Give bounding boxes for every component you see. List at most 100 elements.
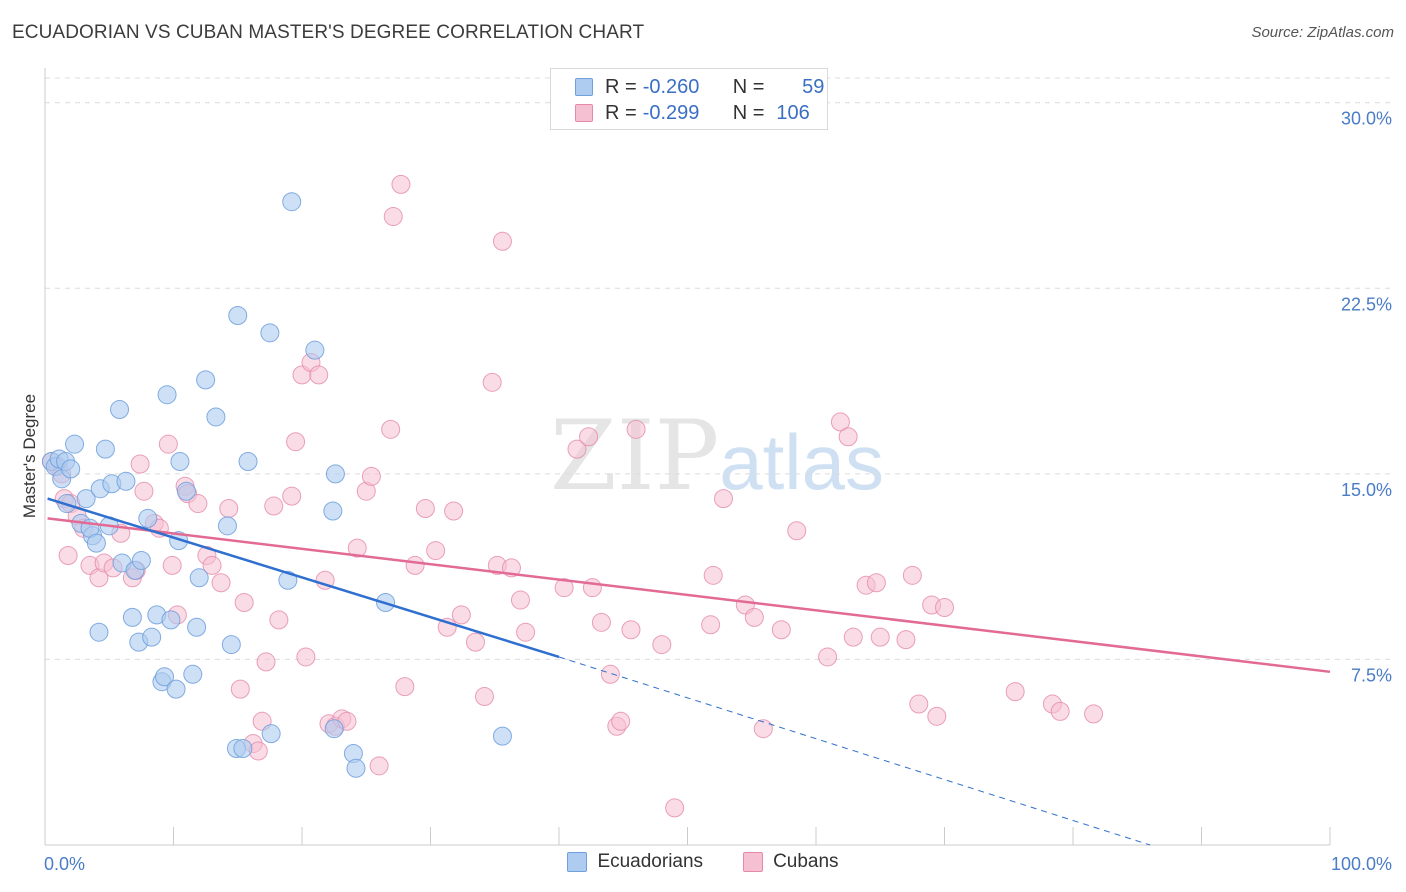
cuban-point bbox=[395, 677, 415, 697]
cuban-point bbox=[361, 466, 381, 486]
cuban-point bbox=[621, 620, 641, 640]
cuban-point bbox=[579, 427, 599, 447]
cuban-point bbox=[713, 489, 733, 509]
ecuadorian-point bbox=[323, 501, 343, 521]
legend-n-value: 106 bbox=[776, 101, 810, 124]
cuban-point bbox=[134, 481, 154, 501]
legend-n-label: N = bbox=[732, 75, 765, 98]
cuban-point bbox=[451, 605, 471, 625]
cuban-point bbox=[567, 439, 587, 459]
cuban-point bbox=[600, 664, 620, 684]
cuban-point bbox=[935, 597, 954, 617]
cuban-point bbox=[1050, 701, 1070, 721]
cuban-point bbox=[870, 627, 890, 647]
cuban-point bbox=[474, 687, 494, 707]
cuban-point bbox=[282, 486, 302, 506]
x-tick-label: 0.0% bbox=[44, 854, 85, 874]
ecuadorian-point bbox=[116, 471, 136, 491]
ecuadorian-point bbox=[166, 679, 186, 699]
cuban-point bbox=[516, 622, 536, 642]
legend-n-value: 59 bbox=[802, 75, 825, 98]
cuban-point bbox=[703, 565, 723, 585]
cuban-swatch bbox=[575, 104, 593, 122]
ecuadorian-point bbox=[325, 464, 345, 484]
cuban-point bbox=[219, 499, 239, 519]
y-tick-label: 15.0% bbox=[1341, 480, 1392, 500]
legend-n-label: N = bbox=[732, 101, 765, 124]
cuban-point bbox=[130, 454, 150, 474]
ecuadorian-point bbox=[61, 459, 81, 479]
ecuadorian-point bbox=[76, 489, 96, 509]
cuban-point bbox=[744, 607, 764, 627]
cuban-point bbox=[309, 365, 329, 385]
cuban-point bbox=[230, 679, 250, 699]
cuban-point bbox=[818, 647, 838, 667]
cuban-point bbox=[381, 419, 401, 439]
cuban-point bbox=[264, 496, 284, 516]
cuban-point bbox=[391, 174, 411, 194]
stats-legend: R = -0.260 N = 59 R = -0.299 N = 106 bbox=[550, 68, 828, 130]
legend-r-value: -0.299 bbox=[642, 101, 700, 124]
cuban-point bbox=[369, 756, 389, 776]
ecuadorian-point bbox=[217, 516, 237, 536]
cuban-point bbox=[753, 719, 773, 739]
cuban-trend-line bbox=[47, 517, 1331, 674]
cuban-point bbox=[1005, 682, 1025, 702]
ecuadorian-point bbox=[238, 452, 258, 471]
ecuadorian-point bbox=[221, 635, 241, 655]
series-legend: Ecuadorians Cubans bbox=[0, 851, 1406, 873]
ecuadorian-point bbox=[122, 607, 142, 627]
cuban-point bbox=[158, 434, 178, 454]
ecuadorian-point bbox=[189, 568, 209, 588]
cuban-point bbox=[347, 538, 367, 558]
ecuadorian-point bbox=[86, 533, 106, 553]
legend-row-cuban: R = -0.299 N = 106 bbox=[575, 101, 810, 125]
cuban-point bbox=[269, 610, 289, 630]
ecuadorian-point bbox=[233, 739, 253, 759]
cubans-swatch bbox=[743, 852, 764, 872]
cuban-point bbox=[482, 372, 502, 392]
ecuadorian-point bbox=[170, 452, 190, 471]
ecuadorians-swatch bbox=[567, 852, 588, 872]
cuban-point bbox=[927, 706, 947, 726]
cuban-point bbox=[652, 635, 672, 655]
legend-r-value: -0.260 bbox=[642, 75, 700, 98]
ecuadorian-point bbox=[260, 323, 280, 343]
ecuadorian-point bbox=[155, 667, 175, 687]
ecuadorian-point bbox=[196, 370, 216, 390]
ecuadorian-points bbox=[41, 192, 512, 778]
ecuadorian-point bbox=[206, 407, 226, 427]
ecuadorian-point bbox=[492, 726, 512, 746]
ecuadorian-point bbox=[138, 508, 158, 528]
cuban-point bbox=[1084, 704, 1104, 724]
cuban-point bbox=[896, 630, 916, 650]
y-tick-label: 22.5% bbox=[1341, 294, 1392, 314]
trend-lines bbox=[47, 497, 1331, 846]
ecuadorian-trend-line bbox=[47, 497, 560, 659]
cuban-point bbox=[415, 499, 435, 519]
ecuadorian-point bbox=[161, 610, 181, 630]
ecuadorian-point bbox=[228, 306, 248, 326]
cuban-point bbox=[771, 620, 791, 640]
ecuadorian-point bbox=[183, 664, 203, 684]
ecuadorian-point bbox=[89, 622, 109, 642]
cuban-point bbox=[444, 501, 464, 521]
cuban-point bbox=[286, 432, 306, 452]
cuban-point bbox=[465, 632, 485, 652]
ecuadorian-point bbox=[176, 481, 196, 501]
cuban-point bbox=[838, 427, 858, 447]
legend-row-ecuadorian: R = -0.260 N = 59 bbox=[575, 75, 824, 99]
cuban-point bbox=[510, 590, 530, 610]
cuban-point bbox=[234, 593, 254, 613]
cuban-point bbox=[611, 711, 631, 731]
cubans-label: Cubans bbox=[773, 851, 839, 872]
ecuadorians-label: Ecuadorians bbox=[597, 851, 704, 872]
cuban-point bbox=[492, 231, 512, 251]
cuban-point bbox=[830, 412, 850, 432]
y-axis-title: Master's Degree bbox=[20, 394, 39, 518]
cuban-point bbox=[701, 615, 721, 635]
ecuadorian-swatch bbox=[575, 78, 593, 96]
cuban-point bbox=[626, 419, 646, 439]
axes bbox=[44, 68, 1331, 846]
